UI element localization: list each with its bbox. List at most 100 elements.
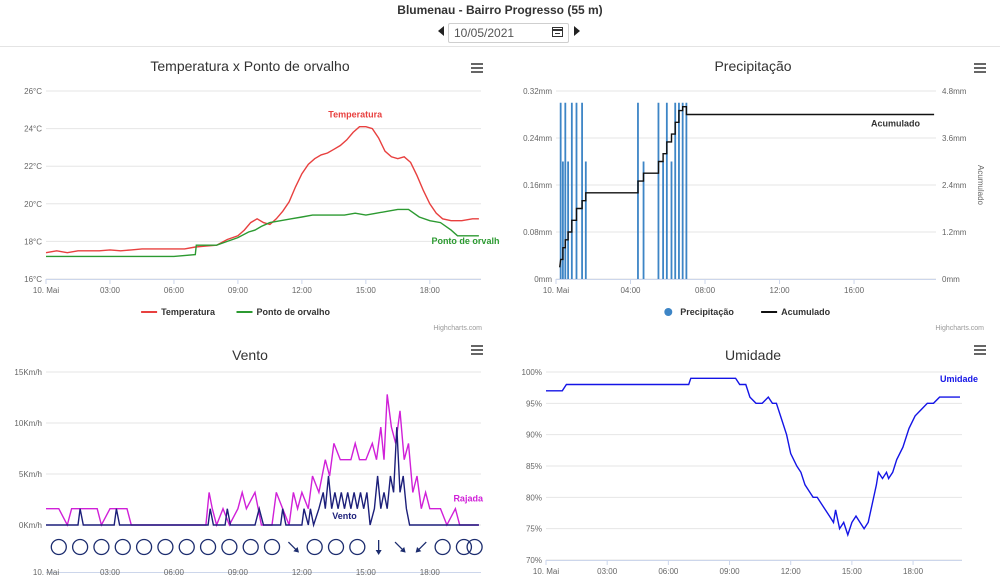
y-tick-label: 0.32mm: [523, 87, 552, 96]
wind-calm-icon: [306, 538, 323, 556]
x-tick-label: 06:00: [164, 286, 185, 295]
y-tick-label: 15Km/h: [14, 368, 42, 377]
chart-menu-icon[interactable]: [471, 63, 483, 73]
x-tick-label: 18:00: [420, 286, 441, 295]
wind-calm-icon: [135, 538, 153, 556]
series-data-label: Temperatura: [328, 109, 383, 119]
series-line-vento: [46, 427, 479, 528]
header-divider: [0, 46, 1000, 47]
x-tick-label: 09:00: [228, 286, 249, 295]
precipitation-bar: [570, 102, 573, 279]
precipitation-chart: Precipitação 0mm 0.08mm 0.16mm 0.24mm 0.32mm 1…: [523, 58, 986, 332]
wind-calm-icon: [114, 538, 131, 556]
y-tick-label: 0.08mm: [523, 228, 552, 237]
menu-bar: [471, 71, 483, 73]
x-tick-label: 16:00: [844, 286, 865, 295]
x-tick-label: 10. Mai: [33, 286, 59, 295]
menu-bar: [974, 345, 986, 347]
x-tick-label: 09:00: [720, 567, 741, 576]
precipitation-bar: [670, 161, 673, 279]
x-tick-label: 10. Mai: [33, 568, 59, 577]
x-tick-label: 18:00: [903, 567, 924, 576]
series-data-label: Rajada: [453, 494, 484, 504]
arrow-head: [293, 547, 300, 553]
y-tick-label: 0.16mm: [523, 181, 552, 190]
menu-bar: [974, 349, 986, 351]
x-tick-label: 15:00: [356, 286, 377, 295]
credits-label: Highcharts.com: [935, 325, 984, 332]
precipitation-bar: [681, 102, 684, 279]
wind-direction-arrow-icon: [415, 541, 427, 553]
y2-tick-label: 4.8mm: [942, 87, 967, 96]
chart-menu-icon[interactable]: [974, 63, 986, 73]
y2-tick-label: 3.6mm: [942, 134, 967, 143]
wind-calm-icon: [199, 538, 217, 556]
precipitation-bar: [575, 102, 578, 279]
legend-item: Precipitação: [680, 307, 734, 317]
y-tick-label: 85%: [526, 462, 542, 471]
wind-direction-arrow-icon: [394, 541, 406, 553]
x-tick-label: 12:00: [770, 286, 791, 295]
chart-title: Umidade: [725, 347, 781, 363]
y-tick-label: 75%: [526, 525, 542, 534]
wind-calm-icon: [93, 538, 110, 556]
precipitation-bar: [685, 102, 688, 279]
wind-calm-icon: [50, 538, 67, 556]
wind-calm-icon: [178, 538, 195, 556]
x-tick-label: 03:00: [597, 567, 618, 576]
menu-bar: [471, 63, 483, 65]
credits-label: Highcharts.com: [433, 325, 482, 332]
x-tick-label: 18:00: [420, 568, 441, 577]
station-title: Blumenau - Bairro Progresso (55 m): [397, 3, 603, 17]
chart-title: Precipitação: [714, 58, 791, 74]
menu-bar: [471, 345, 483, 347]
arrow-head: [375, 550, 382, 555]
arrow-head: [415, 547, 422, 553]
precipitation-bar: [559, 102, 562, 279]
menu-bar: [974, 63, 986, 65]
x-tick-label: 15:00: [842, 567, 863, 576]
y-tick-label: 24°C: [24, 125, 42, 134]
chart-title: Temperatura x Ponto de orvalho: [150, 58, 349, 74]
y-tick-label: 20°C: [24, 200, 42, 209]
precipitation-bar: [642, 161, 645, 279]
series-data-label: Umidade: [940, 374, 978, 384]
wind-calm-icon: [455, 538, 473, 556]
calendar-icon[interactable]: [552, 27, 563, 37]
chart-menu-icon[interactable]: [974, 345, 986, 355]
precipitation-bar: [665, 102, 668, 279]
x-tick-label: 12:00: [292, 286, 313, 295]
series-data-label: Ponto de orvalho: [431, 236, 500, 246]
y2-tick-label: 0mm: [942, 275, 960, 284]
y2-tick-label: 1.2mm: [942, 228, 967, 237]
wind-direction-arrow-icon: [375, 540, 382, 555]
y-tick-label: 90%: [526, 431, 542, 440]
x-tick-label: 12:00: [781, 567, 802, 576]
precipitation-bar: [581, 102, 583, 279]
wind-calm-icon: [349, 538, 366, 556]
y-tick-label: 80%: [526, 493, 542, 502]
date-input[interactable]: 10/05/2021: [448, 23, 569, 43]
chart-menu-icon[interactable]: [471, 345, 483, 355]
series-line-ponto-de-orvalho: [46, 208, 479, 258]
x-tick-label: 03:00: [100, 286, 121, 295]
y-tick-label: 70%: [526, 556, 542, 565]
previous-day-arrow-icon[interactable]: [438, 26, 444, 36]
x-tick-label: 15:00: [356, 568, 377, 577]
x-tick-label: 06:00: [164, 568, 185, 577]
wind-calm-icon: [242, 538, 259, 556]
temperature-chart: Temperatura x Ponto de orvalho 16°C 18°C 20…: [24, 58, 500, 332]
y-tick-label: 26°C: [24, 87, 42, 96]
legend-item: Temperatura: [161, 307, 216, 317]
precipitation-bar: [657, 102, 660, 279]
wind-calm-icon: [466, 538, 483, 556]
precipitation-bar: [561, 161, 564, 279]
next-day-arrow-icon[interactable]: [574, 26, 580, 36]
x-tick-label: 03:00: [100, 568, 121, 577]
menu-bar: [471, 67, 483, 69]
precipitation-bar: [662, 161, 665, 279]
x-tick-label: 10. Mai: [543, 286, 569, 295]
header: Blumenau - Bairro Progresso (55 m) 10/05…: [0, 0, 1000, 46]
series-line-rajada: [46, 394, 479, 528]
wind-calm-icon: [434, 538, 451, 556]
